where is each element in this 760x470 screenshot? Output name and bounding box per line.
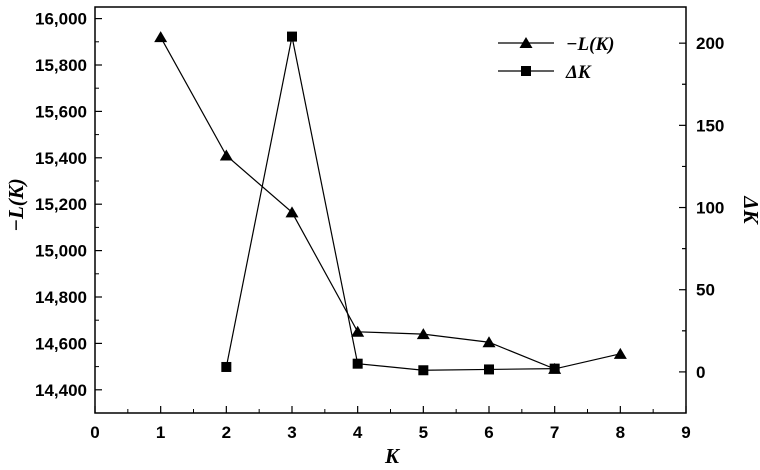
legend: −L(K) ΔK	[498, 34, 614, 83]
x-tick-label: 1	[156, 423, 165, 442]
plot-border	[94, 6, 687, 414]
y-left-tick-label: 16,000	[35, 10, 87, 29]
y-left-tick-label: 15,600	[35, 102, 87, 121]
data-point	[613, 347, 627, 359]
x-tick-label: 9	[681, 423, 690, 442]
data-point	[418, 365, 429, 376]
series-line	[160, 36, 621, 370]
data-point	[285, 206, 299, 218]
axis-ticks: 0 1 2 3 4 5 6 7 8 9 14,400 14,600 14,800 15,000 15,200…	[35, 10, 724, 442]
y-left-tick-label: 15,000	[35, 242, 87, 261]
y-right-tick-label: 200	[696, 34, 724, 53]
y-left-tick-label: 15,800	[35, 56, 87, 75]
data-point	[287, 31, 297, 42]
x-tick-label: 2	[222, 423, 231, 442]
y-left-tick-label: 14,800	[35, 288, 87, 307]
series-line	[225, 36, 555, 371]
y-right-tick-label: 0	[696, 363, 705, 382]
x-tick-label: 3	[287, 423, 296, 442]
legend-label: −L(K)	[566, 34, 614, 55]
data-point	[351, 325, 365, 337]
legend-marker	[521, 66, 531, 76]
legend-label: ΔK	[565, 62, 592, 83]
x-tick-label: 4	[353, 423, 363, 442]
plot-frame	[94, 6, 687, 414]
data-point	[484, 364, 494, 375]
x-tick-label: 7	[550, 423, 559, 442]
data-point	[416, 328, 430, 340]
y-axis-title-left: −L(K)	[4, 178, 28, 232]
x-axis-title: K	[384, 444, 401, 468]
series-delta-k	[221, 31, 560, 376]
legend-marker	[519, 37, 533, 48]
data-point	[154, 31, 168, 43]
y-left-tick-label: 15,400	[35, 149, 87, 168]
y-left-tick-label: 14,400	[35, 381, 87, 400]
y-axis-title-right: ΔK	[739, 195, 760, 225]
y-left-tick-label: 14,600	[35, 334, 87, 353]
x-tick-label: 5	[419, 423, 428, 442]
y-left-tick-label: 15,200	[35, 195, 87, 214]
data-point	[549, 363, 560, 374]
x-tick-label: 8	[616, 423, 625, 442]
series-neg-log-likelihood	[154, 31, 627, 374]
y-right-tick-label: 50	[696, 281, 715, 300]
data-point	[219, 149, 233, 161]
x-tick-label: 0	[90, 423, 99, 442]
data-point	[221, 361, 232, 372]
y-right-tick-label: 100	[696, 199, 724, 218]
data-point	[482, 336, 496, 348]
series-layer	[154, 31, 627, 376]
y-right-tick-label: 150	[696, 116, 724, 135]
x-tick-label: 6	[484, 423, 493, 442]
data-point	[352, 358, 363, 369]
